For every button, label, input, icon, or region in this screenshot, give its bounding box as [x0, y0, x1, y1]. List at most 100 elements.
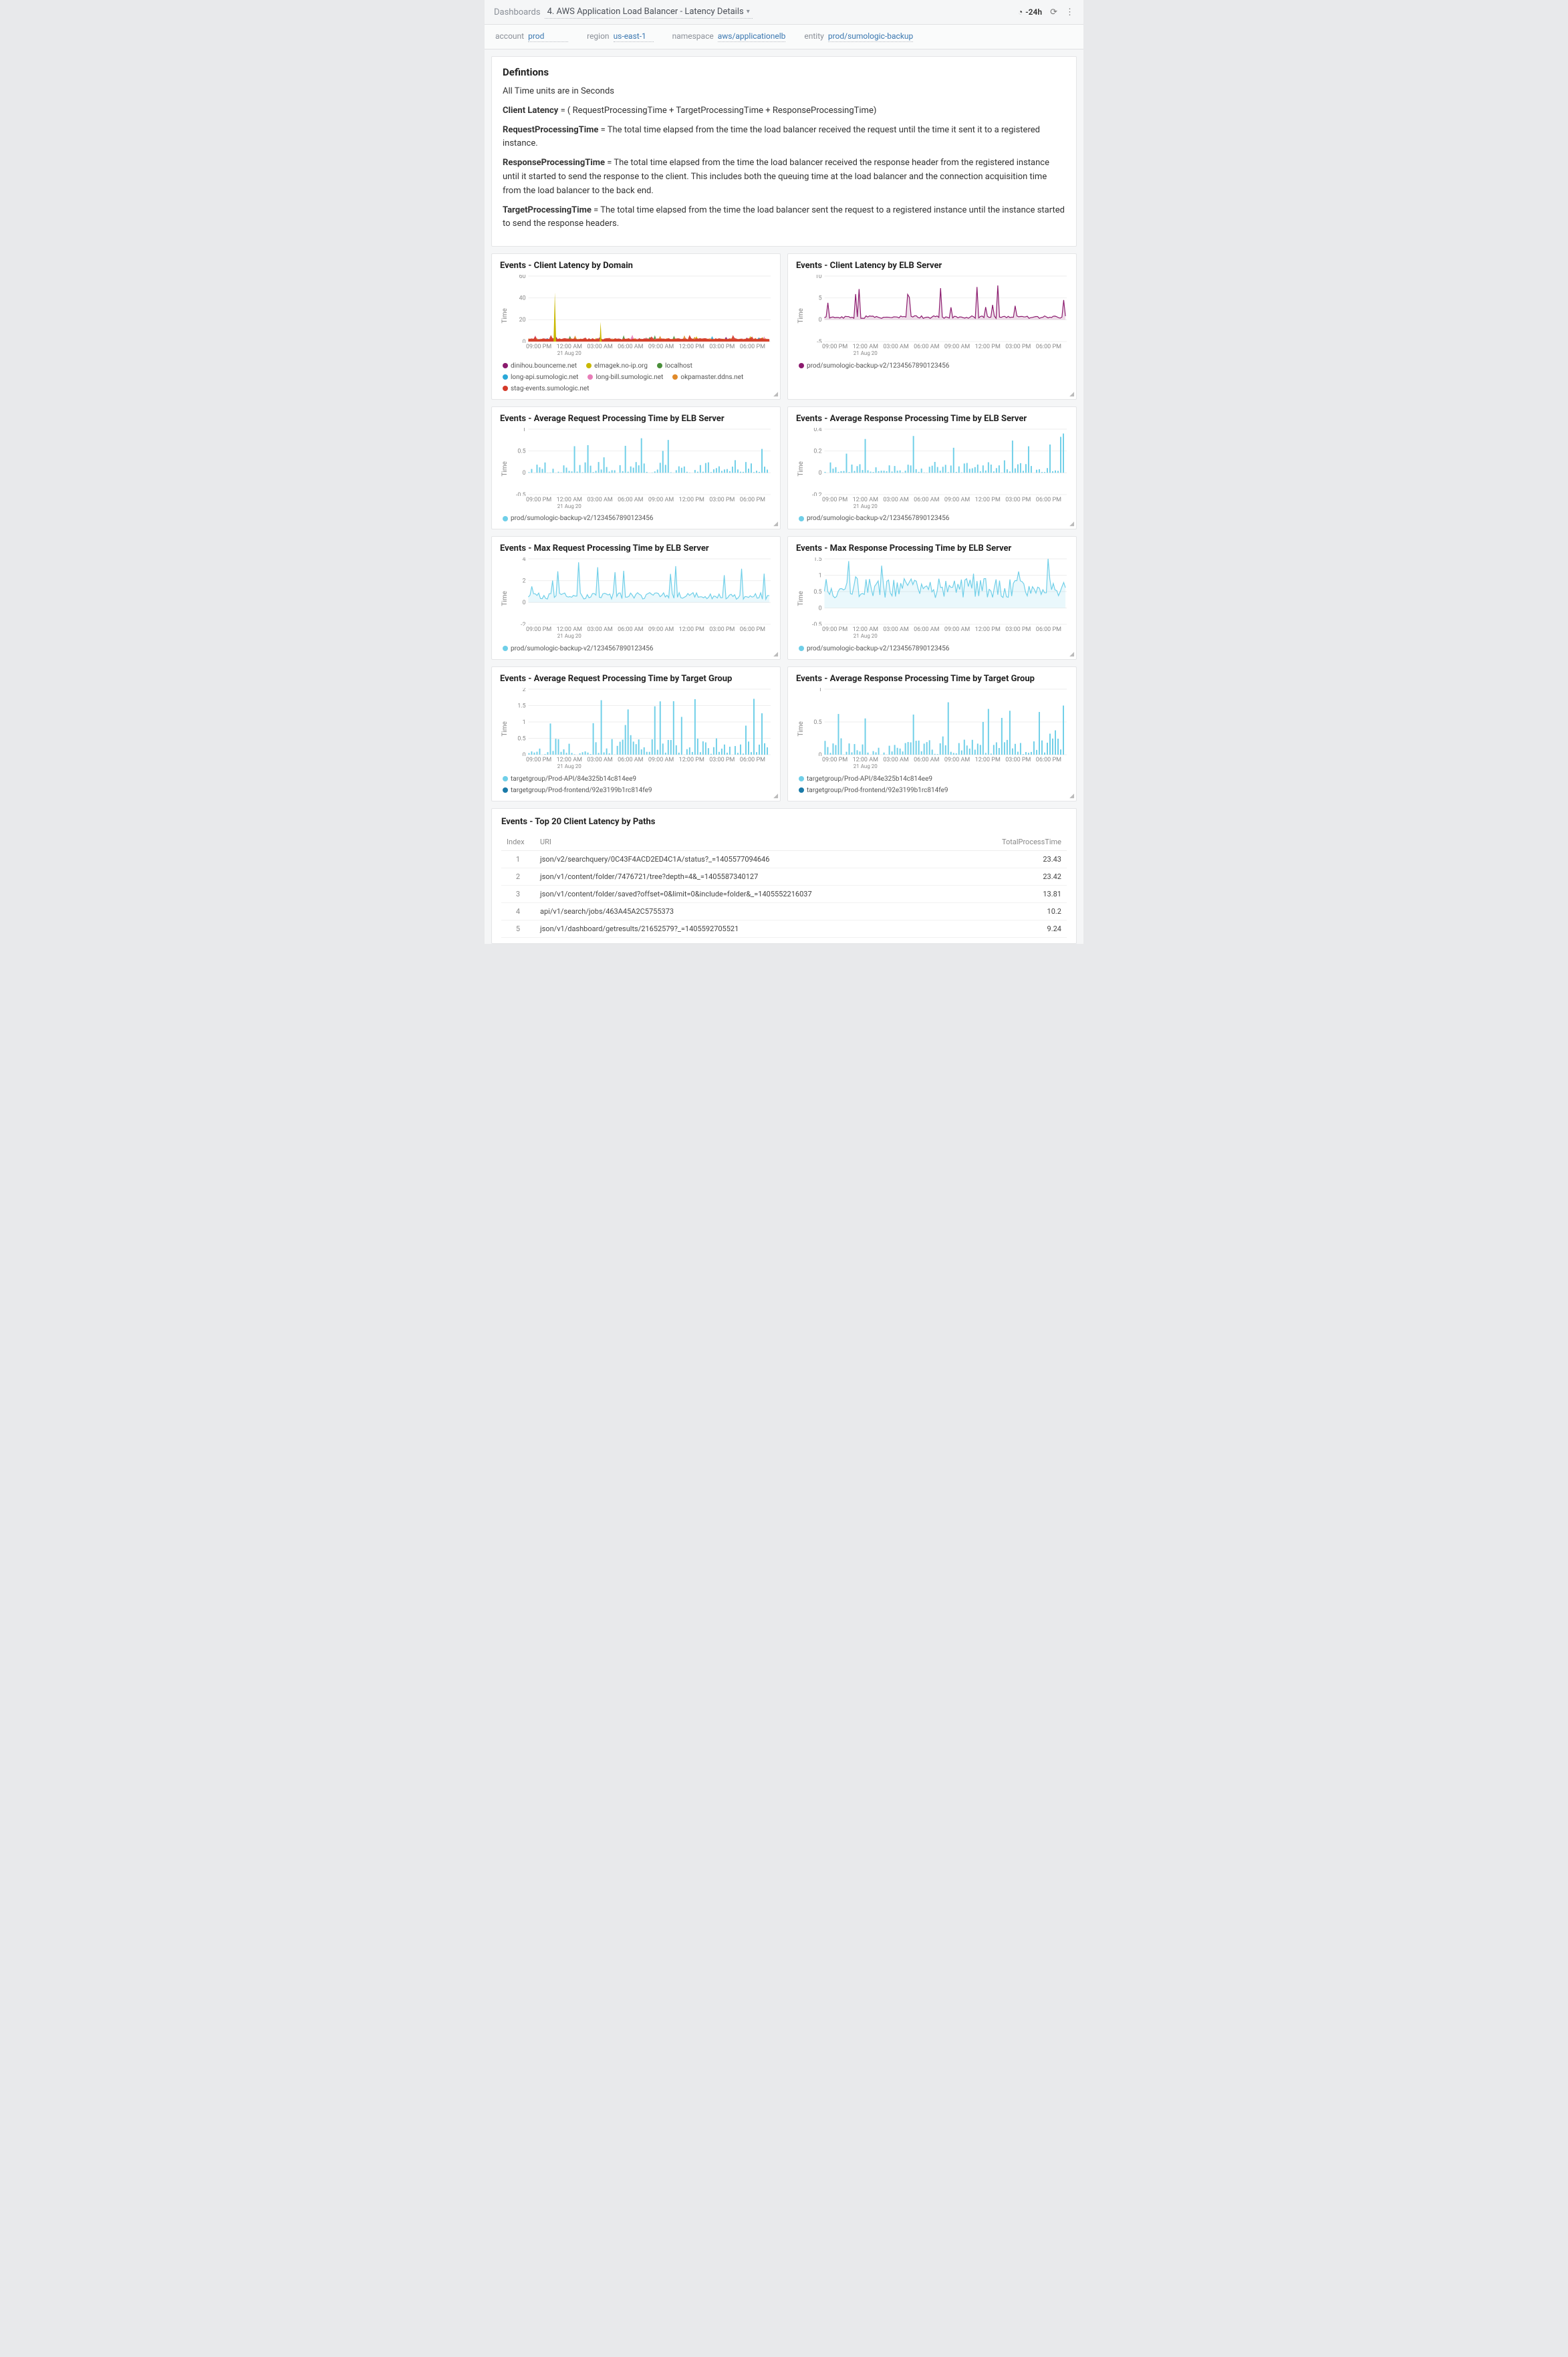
- cell-uri: json/v1/content/folder/7476721/tree?dept…: [535, 868, 961, 885]
- svg-text:0.5: 0.5: [517, 735, 525, 742]
- legend-item[interactable]: prod/sumologic-backup-v2/123456789012345…: [503, 645, 653, 652]
- breadcrumb-root[interactable]: Dashboards: [494, 7, 541, 17]
- svg-text:0: 0: [819, 606, 822, 612]
- chart-plot[interactable]: -0.200.20.409:00 PM12:00 AM21 Aug 2003:0…: [806, 428, 1068, 510]
- definition-line: RequestProcessingTime = The total time e…: [503, 124, 1065, 152]
- chart-legend: prod/sumologic-backup-v2/123456789012345…: [796, 640, 1068, 654]
- chart-plot[interactable]: 00.5109:00 PM12:00 AM21 Aug 2003:00 AM06…: [806, 688, 1068, 770]
- cell-time: 23.42: [961, 868, 1067, 885]
- filter-value: aws/applicationelb: [718, 31, 786, 42]
- resize-handle-icon[interactable]: ◢: [1069, 651, 1074, 658]
- resize-handle-icon[interactable]: ◢: [1069, 391, 1074, 398]
- cell-uri: json/v1/content/folder/saved?offset=0&li…: [535, 885, 961, 902]
- chart-avgRespTg: Events - Average Response Processing Tim…: [787, 666, 1077, 801]
- y-axis-label: Time: [796, 557, 806, 640]
- table-row[interactable]: 5 json/v1/dashboard/getresults/21652579?…: [501, 920, 1067, 937]
- resize-handle-icon[interactable]: ◢: [773, 521, 778, 527]
- time-range-picker[interactable]: ◔ -24h: [1018, 7, 1042, 17]
- legend-item[interactable]: targetgroup/Prod-frontend/92e3199b1rc814…: [799, 787, 948, 794]
- filter-namespace[interactable]: namespaceaws/applicationelb: [672, 31, 786, 42]
- legend-item[interactable]: long-bill.sumologic.net: [587, 374, 663, 381]
- legend-item[interactable]: localhost: [657, 362, 692, 370]
- chart-plot[interactable]: 020406009:00 PM12:00 AM21 Aug 2003:00 AM…: [510, 275, 772, 357]
- legend-item[interactable]: prod/sumologic-backup-v2/123456789012345…: [799, 362, 949, 370]
- cell-index: 3: [501, 885, 535, 902]
- filter-account[interactable]: accountprod: [495, 31, 568, 42]
- y-axis-label: Time: [796, 428, 806, 510]
- definition-line: Client Latency = ( RequestProcessingTime…: [503, 104, 1065, 118]
- table-row[interactable]: 3 json/v1/content/folder/saved?offset=0&…: [501, 885, 1067, 902]
- chart-plot[interactable]: -202409:00 PM12:00 AM21 Aug 2003:00 AM06…: [510, 557, 772, 640]
- chart-plot[interactable]: -0.500.511.509:00 PM12:00 AM21 Aug 2003:…: [806, 557, 1068, 640]
- chart-avgRespElb: Events - Average Response Processing Tim…: [787, 406, 1077, 530]
- table-row[interactable]: 4 api/v1/search/jobs/463A45A2C5755373 10…: [501, 902, 1067, 920]
- chart-clientLatencyElb: Events - Client Latency by ELB Server Ti…: [787, 253, 1077, 400]
- y-axis-label: Time: [500, 557, 510, 640]
- svg-text:60: 60: [519, 275, 526, 280]
- resize-handle-icon[interactable]: ◢: [1069, 521, 1074, 527]
- resize-handle-icon[interactable]: ◢: [773, 391, 778, 398]
- legend-item[interactable]: elmagek.no-ip.org: [586, 362, 648, 370]
- legend-item[interactable]: long-api.sumologic.net: [503, 374, 578, 381]
- filter-label: region: [587, 31, 609, 41]
- legend-item[interactable]: prod/sumologic-backup-v2/123456789012345…: [799, 515, 949, 522]
- svg-text:4: 4: [523, 557, 526, 563]
- cell-index: 2: [501, 868, 535, 885]
- legend-item[interactable]: targetgroup/Prod-frontend/92e3199b1rc814…: [503, 787, 652, 794]
- legend-item[interactable]: targetgroup/Prod-API/84e325b14c814ee9: [503, 775, 636, 783]
- filter-region[interactable]: region us-east-1: [587, 31, 653, 42]
- legend-item[interactable]: dinihou.bounceme.net: [503, 362, 577, 370]
- cell-index: 1: [501, 850, 535, 868]
- table-col-Index[interactable]: Index: [501, 834, 535, 851]
- resize-handle-icon[interactable]: ◢: [1069, 793, 1074, 799]
- chart-avgReqTg: Events - Average Request Processing Time…: [491, 666, 781, 801]
- chart-legend: prod/sumologic-backup-v2/123456789012345…: [796, 357, 1068, 371]
- latency-table: IndexURITotalProcessTime 1 json/v2/searc…: [501, 834, 1067, 938]
- svg-text:0: 0: [523, 600, 526, 607]
- cell-time: 9.24: [961, 920, 1067, 937]
- chart-legend: targetgroup/Prod-API/84e325b14c814ee9 tar…: [500, 770, 772, 795]
- chevron-down-icon: ▾: [747, 8, 750, 15]
- svg-text:-0.2: -0.2: [812, 492, 822, 496]
- chart-legend: prod/sumologic-backup-v2/123456789012345…: [500, 509, 772, 523]
- svg-text:0: 0: [523, 470, 526, 477]
- table-col-URI[interactable]: URI: [535, 834, 961, 851]
- filter-value: us-east-1: [614, 31, 654, 42]
- breadcrumb-title[interactable]: 4. AWS Application Load Balancer - Laten…: [545, 5, 753, 19]
- svg-text:1: 1: [819, 688, 822, 693]
- table-row[interactable]: 1 json/v2/searchquery/0C43F4ACD2ED4C1A/s…: [501, 850, 1067, 868]
- chart-title: Events - Average Request Processing Time…: [500, 414, 772, 424]
- chart-plot[interactable]: 00.511.5209:00 PM12:00 AM21 Aug 2003:00 …: [510, 688, 772, 770]
- svg-text:1: 1: [523, 428, 526, 433]
- table-row[interactable]: 2 json/v1/content/folder/7476721/tree?de…: [501, 868, 1067, 885]
- svg-text:0.2: 0.2: [813, 448, 821, 455]
- legend-item[interactable]: prod/sumologic-backup-v2/123456789012345…: [799, 645, 949, 652]
- svg-text:1.5: 1.5: [517, 703, 525, 709]
- cell-time: 23.43: [961, 850, 1067, 868]
- legend-item[interactable]: okpamaster.ddns.net: [672, 374, 743, 381]
- filter-value: prod: [528, 31, 568, 42]
- resize-handle-icon[interactable]: ◢: [773, 651, 778, 658]
- chart-legend: targetgroup/Prod-API/84e325b14c814ee9 tar…: [796, 770, 1068, 795]
- more-icon[interactable]: ⋮: [1065, 7, 1074, 17]
- svg-text:0: 0: [523, 752, 526, 756]
- chart-plot[interactable]: -5051009:00 PM12:00 AM21 Aug 2003:00 AM0…: [806, 275, 1068, 357]
- svg-text:-0.5: -0.5: [812, 622, 822, 626]
- table-title: Events - Top 20 Client Latency by Paths: [501, 817, 1067, 827]
- table-col-TotalProcessTime[interactable]: TotalProcessTime: [961, 834, 1067, 851]
- cell-time: 10.2: [961, 902, 1067, 920]
- refresh-icon[interactable]: ⟳: [1050, 7, 1057, 17]
- svg-text:1.5: 1.5: [813, 557, 821, 563]
- chart-plot[interactable]: -0.500.5109:00 PM12:00 AM21 Aug 2003:00 …: [510, 428, 772, 510]
- y-axis-label: Time: [500, 275, 510, 357]
- legend-item[interactable]: prod/sumologic-backup-v2/123456789012345…: [503, 515, 653, 522]
- cell-uri: json/v2/searchquery/0C43F4ACD2ED4C1A/sta…: [535, 850, 961, 868]
- chart-title: Events - Average Response Processing Tim…: [796, 674, 1068, 684]
- legend-item[interactable]: targetgroup/Prod-API/84e325b14c814ee9: [799, 775, 932, 783]
- legend-item[interactable]: stag-events.sumologic.net: [503, 385, 589, 392]
- y-axis-label: Time: [796, 275, 806, 357]
- filter-entity[interactable]: entityprod/sumologic-backup: [804, 31, 913, 42]
- svg-text:20: 20: [519, 317, 526, 324]
- resize-handle-icon[interactable]: ◢: [773, 793, 778, 799]
- svg-text:0: 0: [819, 317, 822, 324]
